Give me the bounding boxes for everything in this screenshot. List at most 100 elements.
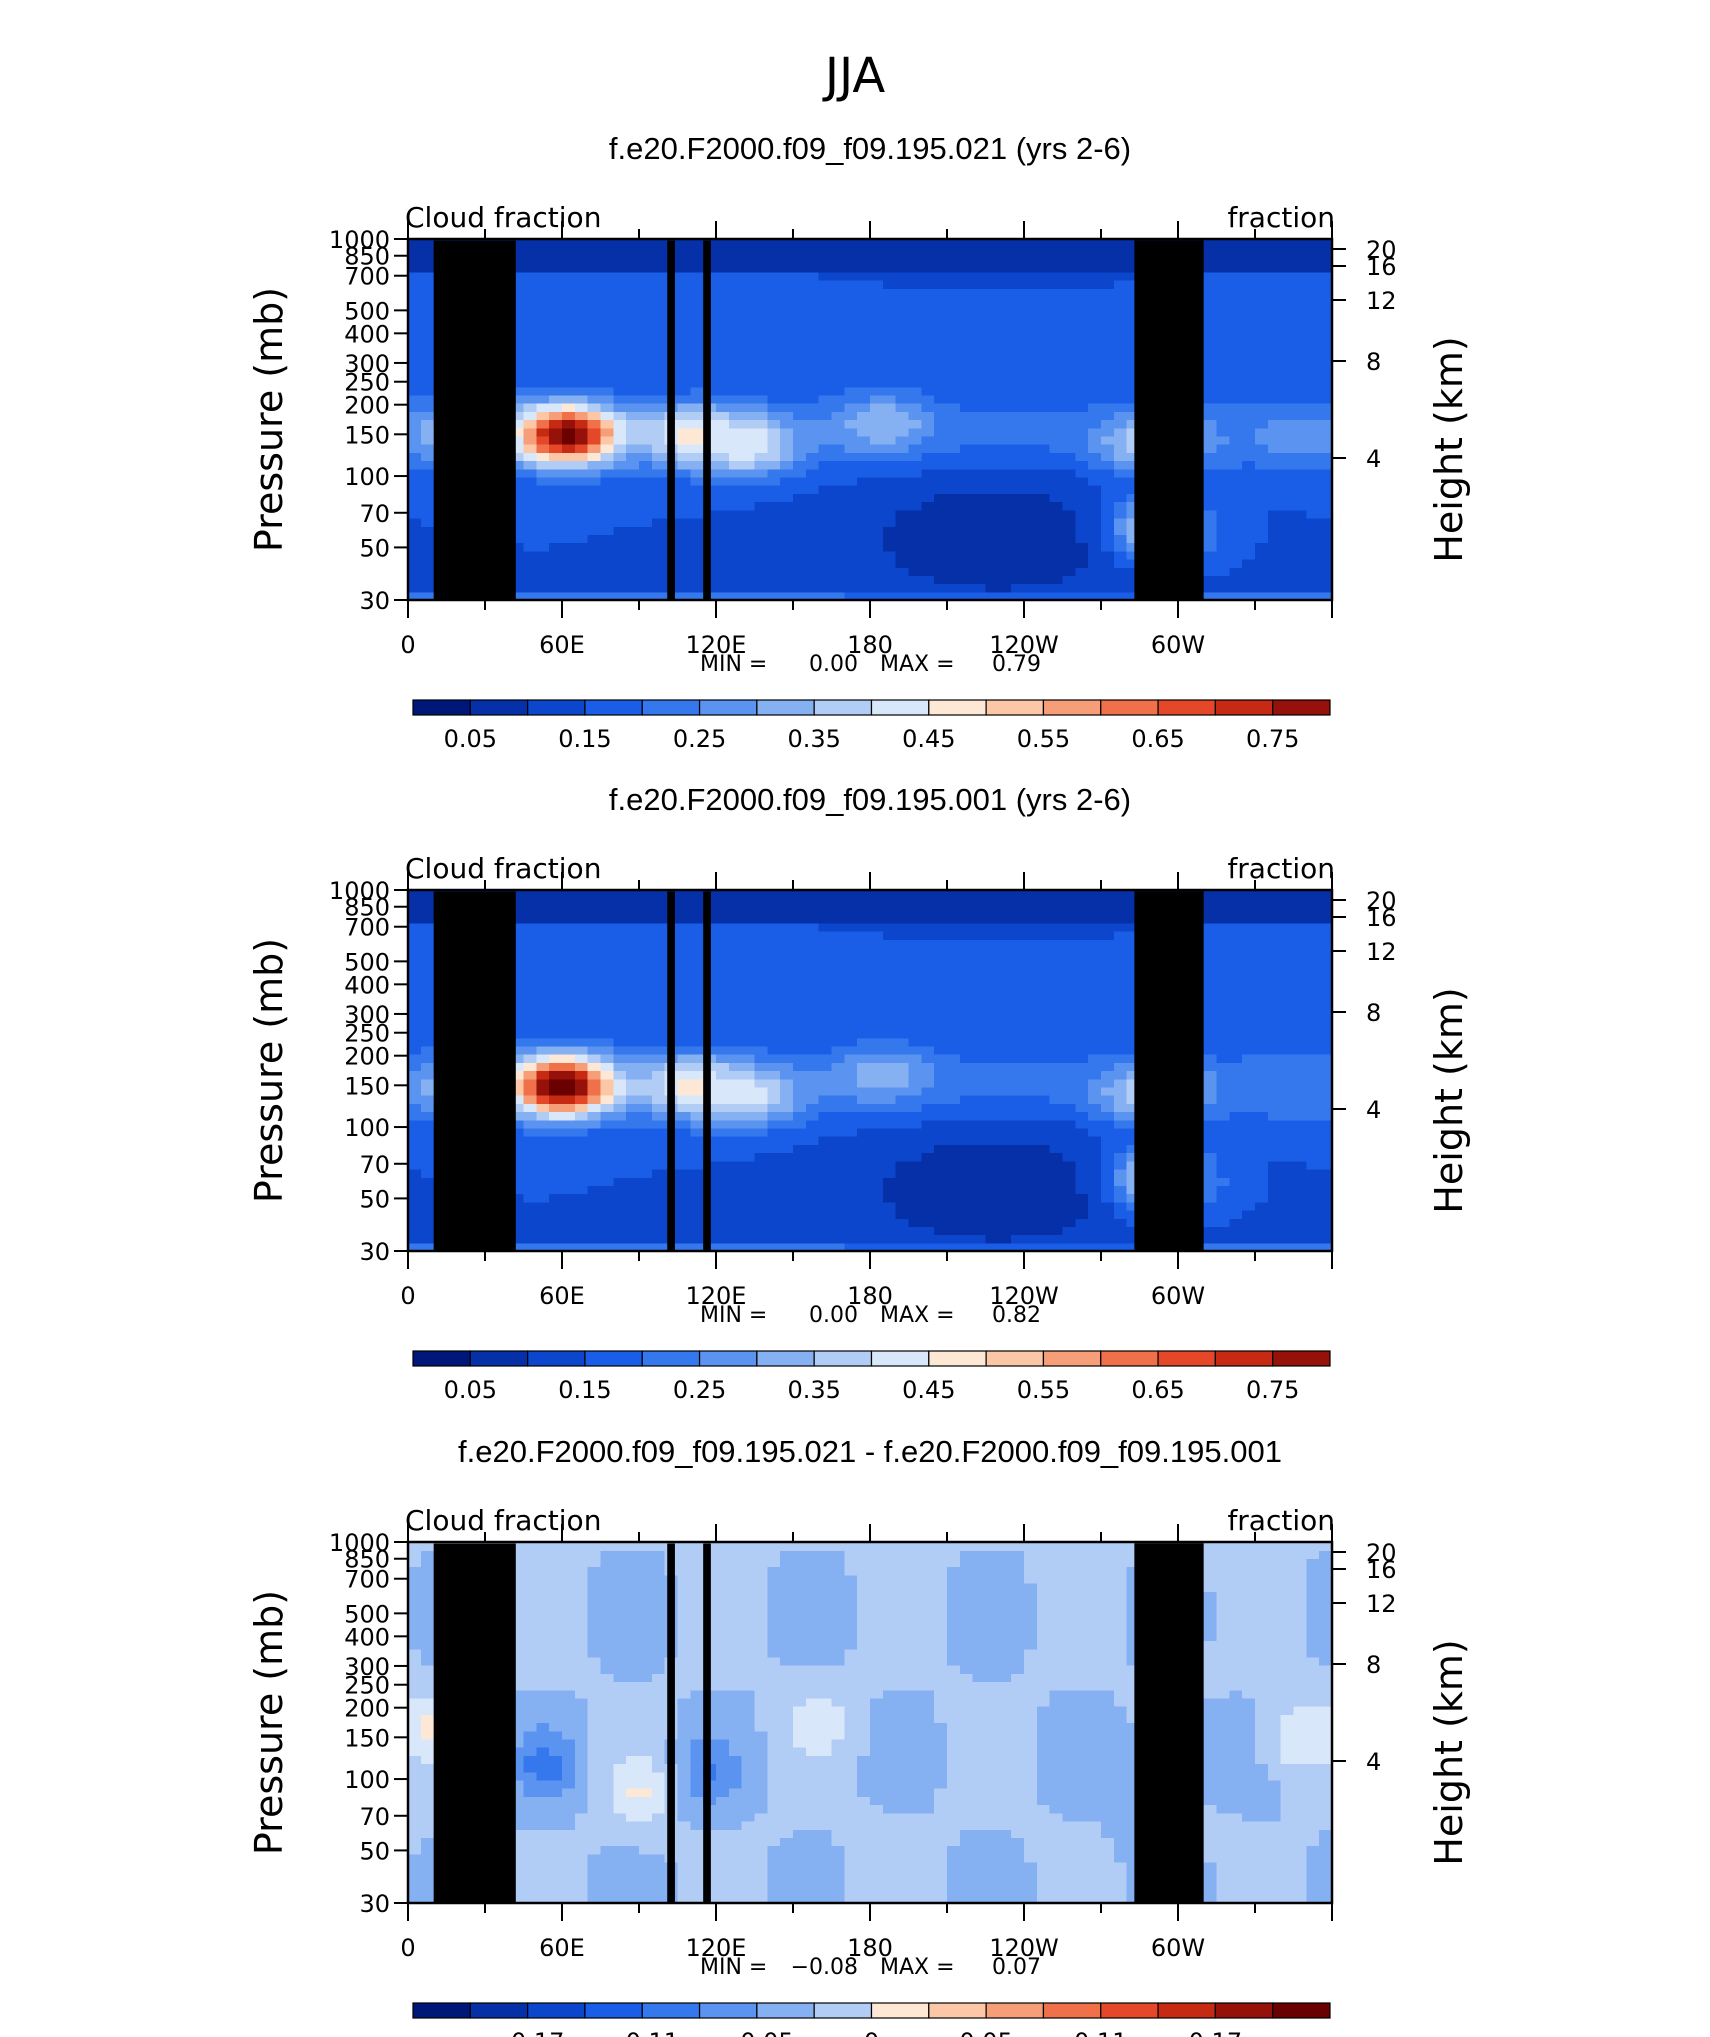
heatmap-cell xyxy=(1203,452,1218,462)
heatmap-cell xyxy=(870,1045,884,1055)
heatmap-cell xyxy=(587,963,602,973)
heatmap-cell xyxy=(895,922,910,932)
heatmap-cell xyxy=(600,362,614,371)
heatmap-cell xyxy=(805,914,820,924)
heatmap-cell xyxy=(1319,419,1333,429)
heatmap-cell xyxy=(1203,255,1218,265)
heatmap-cell xyxy=(780,558,794,568)
heatmap-cell xyxy=(677,239,691,248)
heatmap-cell xyxy=(1049,403,1064,412)
heatmap-cell xyxy=(1011,362,1025,371)
heatmap-cell xyxy=(985,509,999,519)
heatmap-cell xyxy=(728,485,743,494)
heatmap-cell xyxy=(510,542,525,552)
heatmap-cell xyxy=(626,947,640,957)
heatmap-cell xyxy=(626,517,640,527)
heatmap-cell xyxy=(882,963,897,973)
heatmap-cell xyxy=(587,321,602,330)
heatmap-cell xyxy=(844,255,858,265)
heatmap-cell xyxy=(998,583,1012,593)
heatmap-cell xyxy=(728,1152,743,1162)
heatmap-cell xyxy=(1242,312,1256,322)
heatmap-cell xyxy=(805,263,820,273)
heatmap-cell xyxy=(690,1144,704,1154)
heatmap-cell xyxy=(587,1201,602,1211)
heatmap-cell xyxy=(1101,239,1115,248)
heatmap-cell xyxy=(947,370,961,380)
heatmap-cell xyxy=(574,517,589,527)
heatmap-cell xyxy=(1280,353,1295,363)
heatmap-cell xyxy=(613,550,627,560)
heatmap-cell xyxy=(947,583,961,593)
heatmap-cell xyxy=(651,411,666,421)
heatmap-cell xyxy=(780,517,794,527)
heatmap-cell xyxy=(831,947,845,957)
heatmap-cell xyxy=(908,550,922,560)
heatmap-cell xyxy=(420,329,435,339)
heatmap-cell xyxy=(1306,239,1320,248)
heatmap-cell xyxy=(870,247,884,257)
heatmap-cell xyxy=(549,1193,563,1203)
heatmap-cell xyxy=(793,337,807,347)
heatmap-cell xyxy=(870,1234,884,1244)
heatmap-cell xyxy=(882,955,897,965)
heatmap-cell xyxy=(1216,386,1230,396)
heatmap-cell xyxy=(767,963,781,973)
heatmap-cell xyxy=(998,591,1012,601)
heatmap-cell xyxy=(574,988,589,998)
heatmap-cell xyxy=(780,583,794,593)
heatmap-cell xyxy=(818,444,833,453)
heatmap-cell xyxy=(690,403,704,412)
heatmap-cell xyxy=(882,280,897,289)
heatmap-cell xyxy=(1293,542,1307,552)
heatmap-cell xyxy=(716,1021,730,1031)
heatmap-cell xyxy=(574,583,589,593)
heatmap-cell xyxy=(562,493,576,503)
heatmap-cell xyxy=(998,501,1012,511)
heatmap-cell xyxy=(921,558,935,568)
heatmap-cell xyxy=(549,1054,563,1063)
heatmap-cell xyxy=(767,280,781,289)
heatmap-cell xyxy=(793,280,807,289)
heatmap-cell xyxy=(1255,583,1269,593)
heatmap-cell xyxy=(805,890,820,899)
heatmap-cell xyxy=(741,922,756,932)
heatmap-cell xyxy=(1229,304,1243,314)
heatmap-cell xyxy=(1011,378,1025,388)
heatmap-cell xyxy=(1255,435,1269,445)
heatmap-cell xyxy=(754,567,768,576)
heatmap-cell xyxy=(690,1062,704,1072)
heatmap-cell xyxy=(767,476,781,486)
heatmap-cell xyxy=(587,1242,602,1252)
heatmap-cell xyxy=(613,906,627,916)
heatmap-cell xyxy=(1280,534,1295,544)
heatmap-cell xyxy=(754,931,768,940)
heatmap-cell xyxy=(549,419,563,429)
heatmap-cell xyxy=(626,1218,640,1227)
heatmap-cell xyxy=(1319,517,1333,527)
heatmap-cell xyxy=(921,501,935,511)
heatmap-cell xyxy=(741,906,756,916)
heatmap-cell xyxy=(1024,378,1038,388)
heatmap-cell xyxy=(793,1152,807,1162)
heatmap-cell xyxy=(510,1029,525,1039)
heatmap-cell xyxy=(613,386,627,396)
heatmap-cell xyxy=(1280,247,1295,257)
heatmap-cell xyxy=(626,1185,640,1195)
heatmap-cell xyxy=(857,1004,871,1014)
heatmap-cell xyxy=(805,1013,820,1022)
heatmap-cell xyxy=(549,567,563,576)
heatmap-cell xyxy=(626,468,640,478)
heatmap-cell xyxy=(574,370,589,380)
heatmap-cell xyxy=(895,583,910,593)
heatmap-cell xyxy=(613,1029,627,1039)
heatmap-cell xyxy=(677,558,691,568)
heatmap-cell xyxy=(793,304,807,314)
heatmap-cell xyxy=(844,329,858,339)
heatmap-cell xyxy=(574,898,589,908)
heatmap-cell xyxy=(562,444,576,453)
heatmap-cell xyxy=(587,370,602,380)
heatmap-cell xyxy=(677,550,691,560)
heatmap-cell xyxy=(574,1209,589,1219)
heatmap-cell xyxy=(690,345,704,355)
